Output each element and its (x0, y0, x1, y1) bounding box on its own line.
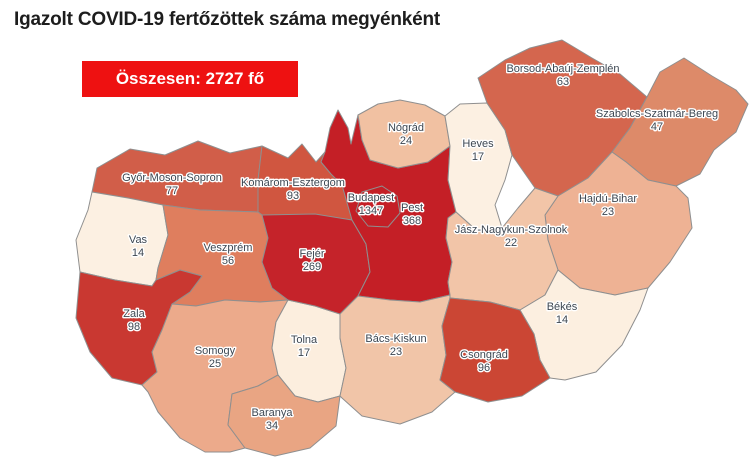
county-value-tolna: 17 (298, 347, 310, 359)
county-label-szabolcs: Szabolcs-Szatmár-Bereg (596, 108, 718, 120)
county-label-bekes: Békés (547, 301, 578, 313)
county-value-jasz: 22 (505, 237, 517, 249)
county-label-heves: Heves (462, 138, 494, 150)
county-value-veszprem: 56 (222, 255, 234, 267)
county-value-pest: 368 (403, 215, 421, 227)
county-label-bacs: Bács-Kiskun (365, 333, 426, 345)
county-value-heves: 17 (472, 151, 484, 163)
county-csongrad (439, 297, 551, 403)
county-value-zala: 98 (128, 321, 140, 333)
county-label-veszprem: Veszprém (204, 242, 253, 254)
county-label-vas: Vas (129, 234, 148, 246)
county-value-vas: 14 (132, 247, 144, 259)
county-label-tolna: Tolna (291, 334, 318, 346)
county-value-hajdu: 23 (602, 206, 614, 218)
county-value-komarom: 93 (287, 190, 299, 202)
county-value-szabolcs: 47 (651, 121, 663, 133)
total-badge-label: Összesen: 2727 fő (115, 69, 265, 88)
county-value-bekes: 14 (556, 314, 568, 326)
county-label-jasz: Jász-Nagykun-Szolnok (455, 224, 568, 236)
county-baranya (227, 374, 341, 457)
county-value-budapest: 1347 (359, 205, 383, 217)
county-label-nograd: Nógrád (388, 122, 424, 134)
county-label-hajdu: Hajdú-Bihar (579, 193, 637, 205)
page-title: Igazolt COVID-19 fertőzöttek száma megyé… (14, 9, 440, 30)
county-label-gyor: Győr-Moson-Sopron (122, 172, 222, 184)
county-value-borsod: 63 (557, 76, 569, 88)
county-budapest (355, 185, 401, 228)
county-label-somogy: Somogy (195, 345, 236, 357)
county-label-zala: Zala (123, 308, 145, 320)
county-label-pest: Pest (401, 202, 423, 214)
county-label-budapest: Budapest (348, 192, 394, 204)
county-label-baranya: Baranya (252, 407, 294, 419)
county-label-fejer: Fejér (299, 248, 324, 260)
county-value-fejer: 269 (303, 261, 321, 273)
county-label-komarom: Komárom-Esztergom (241, 177, 345, 189)
total-badge: Összesen: 2727 fő (82, 61, 298, 97)
county-label-csongrad: Csongrád (460, 349, 508, 361)
county-value-nograd: 24 (400, 135, 412, 147)
county-bacs (339, 294, 456, 425)
county-value-gyor: 77 (166, 185, 178, 197)
county-vas (75, 191, 169, 287)
county-label-borsod: Borsod-Abaúj-Zemplén (506, 63, 619, 75)
county-value-csongrad: 96 (478, 362, 490, 374)
county-value-bacs: 23 (390, 346, 402, 358)
county-value-baranya: 34 (266, 420, 278, 432)
county-value-somogy: 25 (209, 358, 221, 370)
